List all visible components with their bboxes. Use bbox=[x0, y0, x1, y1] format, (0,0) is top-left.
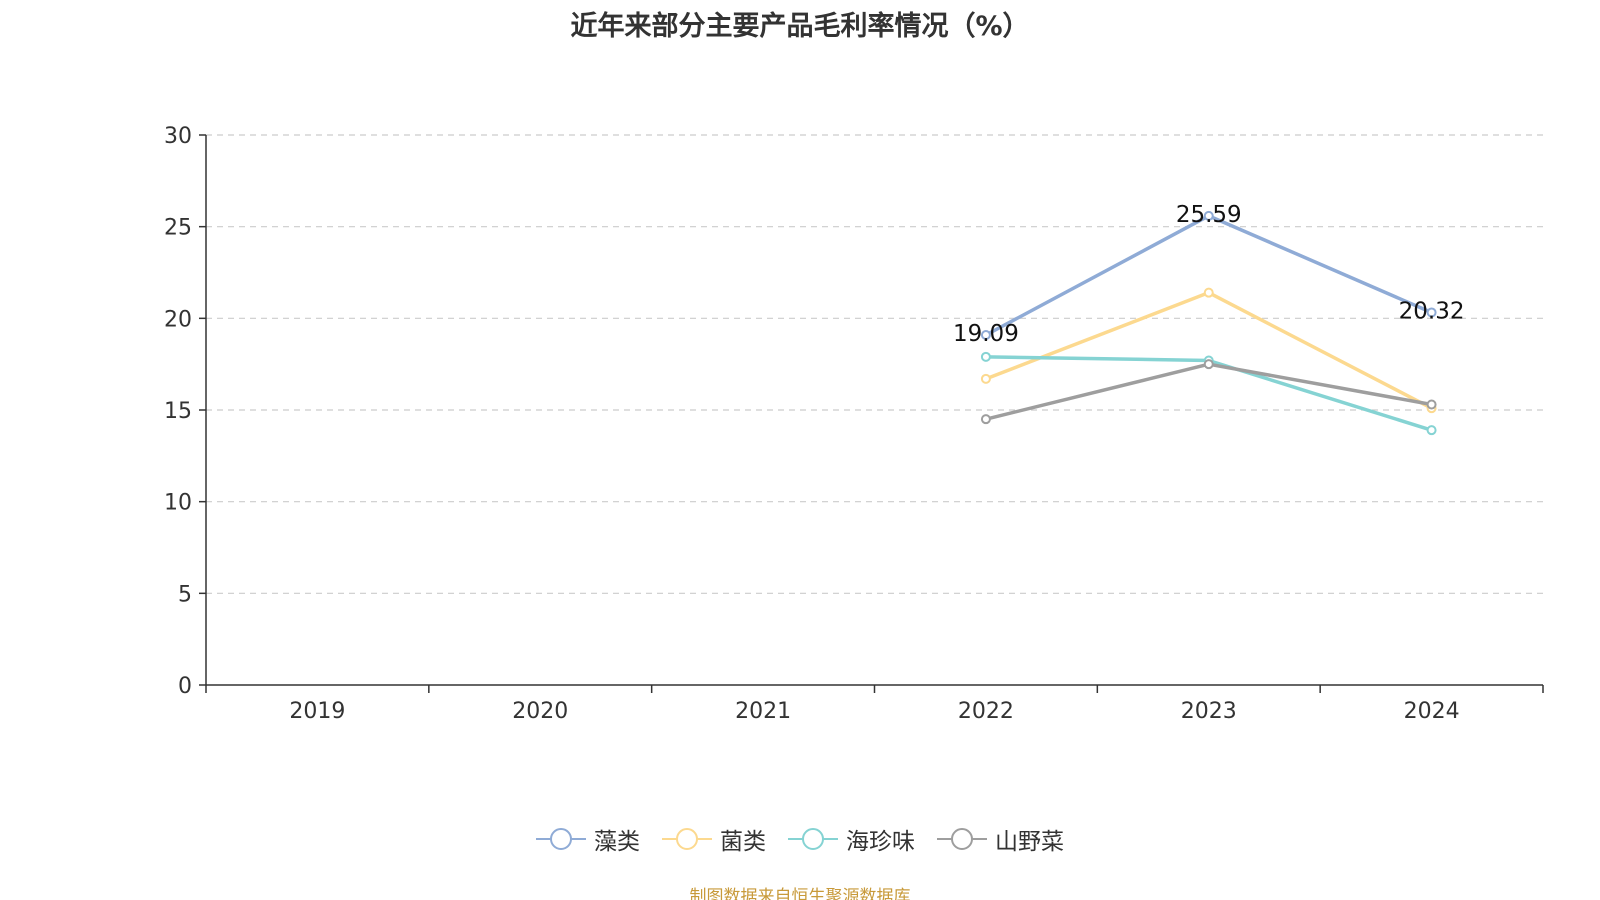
data-point bbox=[980, 351, 991, 362]
y-tick-label: 5 bbox=[178, 582, 192, 607]
data-point bbox=[980, 373, 991, 384]
legend-item[interactable]: 菌类 bbox=[662, 822, 766, 856]
legend-label: 山野菜 bbox=[995, 829, 1064, 855]
data-point bbox=[1203, 287, 1214, 298]
data-point bbox=[980, 330, 991, 341]
legend-label: 海珍味 bbox=[846, 829, 915, 855]
source-note: 制图数据来自恒生聚源数据库 bbox=[689, 887, 911, 900]
chart-title: 近年来部分主要产品毛利率情况（%） bbox=[570, 11, 1030, 42]
legend-marker-icon bbox=[536, 828, 586, 850]
legend-marker-icon bbox=[662, 828, 712, 850]
data-point bbox=[1426, 425, 1437, 436]
data-label: 19.09 bbox=[953, 321, 1019, 347]
x-tick-label: 2020 bbox=[512, 699, 568, 724]
data-label: 20.32 bbox=[1399, 298, 1465, 324]
data-point bbox=[1203, 210, 1214, 221]
legend-label: 菌类 bbox=[720, 829, 766, 855]
data-point bbox=[1426, 399, 1437, 410]
data-point bbox=[980, 414, 991, 425]
legend-marker-icon bbox=[937, 828, 987, 850]
x-tick-label: 2019 bbox=[289, 699, 345, 724]
y-tick-label: 0 bbox=[178, 674, 192, 699]
y-tick-label: 15 bbox=[164, 399, 192, 424]
y-tick-label: 10 bbox=[164, 491, 192, 516]
legend-item[interactable]: 海珍味 bbox=[788, 822, 915, 856]
x-tick-label: 2024 bbox=[1404, 699, 1460, 724]
series-line-藻类 bbox=[985, 214, 1433, 337]
data-point bbox=[1426, 307, 1437, 318]
legend: 藻类 菌类 海珍味 山野菜 bbox=[0, 822, 1600, 856]
y-tick-label: 25 bbox=[164, 216, 192, 241]
y-tick-label: 20 bbox=[164, 307, 192, 332]
legend-item[interactable]: 藻类 bbox=[536, 822, 640, 856]
data-label: 25.59 bbox=[1176, 202, 1242, 228]
legend-marker-icon bbox=[788, 828, 838, 850]
x-tick-label: 2022 bbox=[958, 699, 1014, 724]
legend-label: 藻类 bbox=[594, 829, 640, 855]
legend-item[interactable]: 山野菜 bbox=[937, 822, 1064, 856]
x-tick-label: 2023 bbox=[1181, 699, 1237, 724]
y-tick-label: 30 bbox=[164, 124, 192, 149]
data-point bbox=[1203, 359, 1214, 370]
x-tick-label: 2021 bbox=[735, 699, 791, 724]
